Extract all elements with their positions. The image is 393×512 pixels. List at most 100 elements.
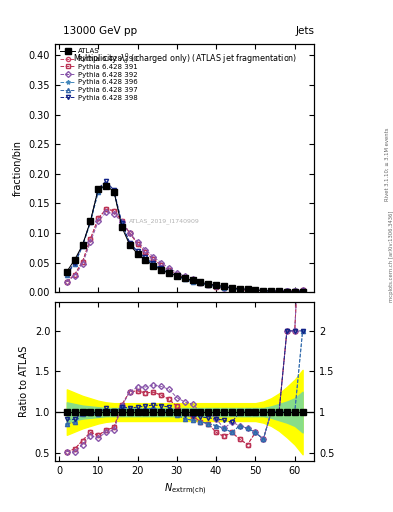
Y-axis label: Ratio to ATLAS: Ratio to ATLAS (19, 346, 29, 417)
Pythia 6.428 398 (104, 178, 108, 184)
Pythia 6.428 392 (167, 265, 171, 271)
ATLAS (151, 263, 156, 269)
ATLAS (127, 242, 132, 248)
Pythia 6.428 390 (119, 218, 124, 224)
Pythia 6.428 392 (237, 286, 242, 292)
Pythia 6.428 396 (253, 287, 258, 293)
Pythia 6.428 392 (96, 218, 101, 224)
Pythia 6.428 398 (214, 283, 219, 289)
Pythia 6.428 391 (88, 236, 93, 242)
Pythia 6.428 392 (300, 287, 305, 293)
Pythia 6.428 396 (214, 283, 219, 289)
Pythia 6.428 398 (222, 284, 226, 290)
ATLAS (245, 286, 250, 292)
Pythia 6.428 392 (143, 247, 148, 253)
ATLAS (167, 270, 171, 276)
Pythia 6.428 392 (198, 279, 203, 285)
ATLAS (88, 218, 93, 224)
Pythia 6.428 396 (237, 286, 242, 292)
Pythia 6.428 397 (253, 287, 258, 293)
Pythia 6.428 390 (269, 288, 274, 294)
Pythia 6.428 398 (300, 288, 305, 294)
Pythia 6.428 392 (206, 281, 211, 287)
Text: 13000 GeV pp: 13000 GeV pp (63, 26, 137, 36)
Pythia 6.428 391 (151, 256, 156, 262)
Pythia 6.428 397 (174, 273, 179, 280)
Pythia 6.428 396 (143, 255, 148, 262)
ATLAS (237, 286, 242, 292)
Pythia 6.428 397 (222, 285, 226, 291)
Pythia 6.428 390 (104, 206, 108, 212)
Pythia 6.428 391 (182, 275, 187, 281)
Pythia 6.428 398 (174, 273, 179, 279)
Pythia 6.428 397 (269, 288, 274, 294)
Pythia 6.428 390 (300, 287, 305, 293)
Pythia 6.428 392 (112, 210, 116, 217)
Pythia 6.428 390 (292, 288, 297, 294)
Line: Pythia 6.428 396: Pythia 6.428 396 (65, 182, 305, 294)
Text: Multiplicity $\lambda_0^0$ (charged only) (ATLAS jet fragmentation): Multiplicity $\lambda_0^0$ (charged only… (73, 51, 297, 66)
Pythia 6.428 398 (230, 285, 234, 291)
Pythia 6.428 390 (112, 207, 116, 214)
Pythia 6.428 390 (253, 287, 258, 293)
Pythia 6.428 390 (261, 288, 266, 294)
Pythia 6.428 396 (300, 288, 305, 294)
ATLAS (277, 288, 281, 294)
Pythia 6.428 397 (64, 271, 69, 278)
Pythia 6.428 396 (119, 221, 124, 227)
Pythia 6.428 396 (190, 279, 195, 285)
Pythia 6.428 396 (245, 287, 250, 293)
Pythia 6.428 391 (64, 279, 69, 285)
ATLAS (112, 188, 116, 195)
Pythia 6.428 391 (300, 287, 305, 293)
Pythia 6.428 392 (119, 219, 124, 225)
Pythia 6.428 396 (127, 241, 132, 247)
Pythia 6.428 392 (182, 273, 187, 280)
ATLAS (174, 273, 179, 279)
Pythia 6.428 396 (222, 285, 226, 291)
Pythia 6.428 398 (135, 248, 140, 254)
Pythia 6.428 392 (261, 288, 266, 294)
ATLAS (198, 279, 203, 285)
Pythia 6.428 397 (151, 262, 156, 268)
Pythia 6.428 398 (261, 287, 266, 293)
Pythia 6.428 390 (182, 275, 187, 281)
Pythia 6.428 396 (72, 261, 77, 267)
Pythia 6.428 391 (277, 288, 281, 294)
Pythia 6.428 392 (127, 230, 132, 236)
Pythia 6.428 392 (292, 288, 297, 294)
Pythia 6.428 397 (292, 289, 297, 295)
Pythia 6.428 391 (112, 207, 116, 214)
ATLAS (292, 289, 297, 295)
Text: ATLAS_2019_I1740909: ATLAS_2019_I1740909 (129, 219, 199, 224)
Pythia 6.428 398 (159, 265, 163, 271)
Pythia 6.428 390 (198, 281, 203, 287)
Pythia 6.428 390 (285, 288, 289, 294)
Pythia 6.428 398 (285, 288, 289, 294)
Pythia 6.428 391 (222, 285, 226, 291)
Pythia 6.428 398 (237, 286, 242, 292)
Pythia 6.428 390 (167, 267, 171, 273)
Pythia 6.428 398 (72, 260, 77, 266)
Pythia 6.428 391 (190, 278, 195, 284)
ATLAS (269, 288, 274, 294)
Pythia 6.428 391 (127, 230, 132, 236)
Pythia 6.428 398 (182, 275, 187, 282)
Line: Pythia 6.428 397: Pythia 6.428 397 (65, 182, 305, 294)
Pythia 6.428 390 (88, 236, 93, 242)
Pythia 6.428 396 (112, 188, 116, 195)
ATLAS (300, 289, 305, 295)
Pythia 6.428 392 (88, 239, 93, 245)
Pythia 6.428 397 (88, 219, 93, 225)
Pythia 6.428 390 (72, 271, 77, 278)
Pythia 6.428 392 (253, 287, 258, 293)
Pythia 6.428 398 (190, 278, 195, 284)
Pythia 6.428 398 (64, 270, 69, 276)
Pythia 6.428 398 (292, 288, 297, 294)
Pythia 6.428 391 (72, 271, 77, 278)
Pythia 6.428 397 (285, 289, 289, 295)
Text: mcplots.cern.ch [arXiv:1306.3436]: mcplots.cern.ch [arXiv:1306.3436] (389, 210, 393, 302)
Line: Pythia 6.428 391: Pythia 6.428 391 (65, 207, 305, 293)
Line: Pythia 6.428 398: Pythia 6.428 398 (65, 179, 305, 293)
Pythia 6.428 391 (104, 206, 108, 212)
